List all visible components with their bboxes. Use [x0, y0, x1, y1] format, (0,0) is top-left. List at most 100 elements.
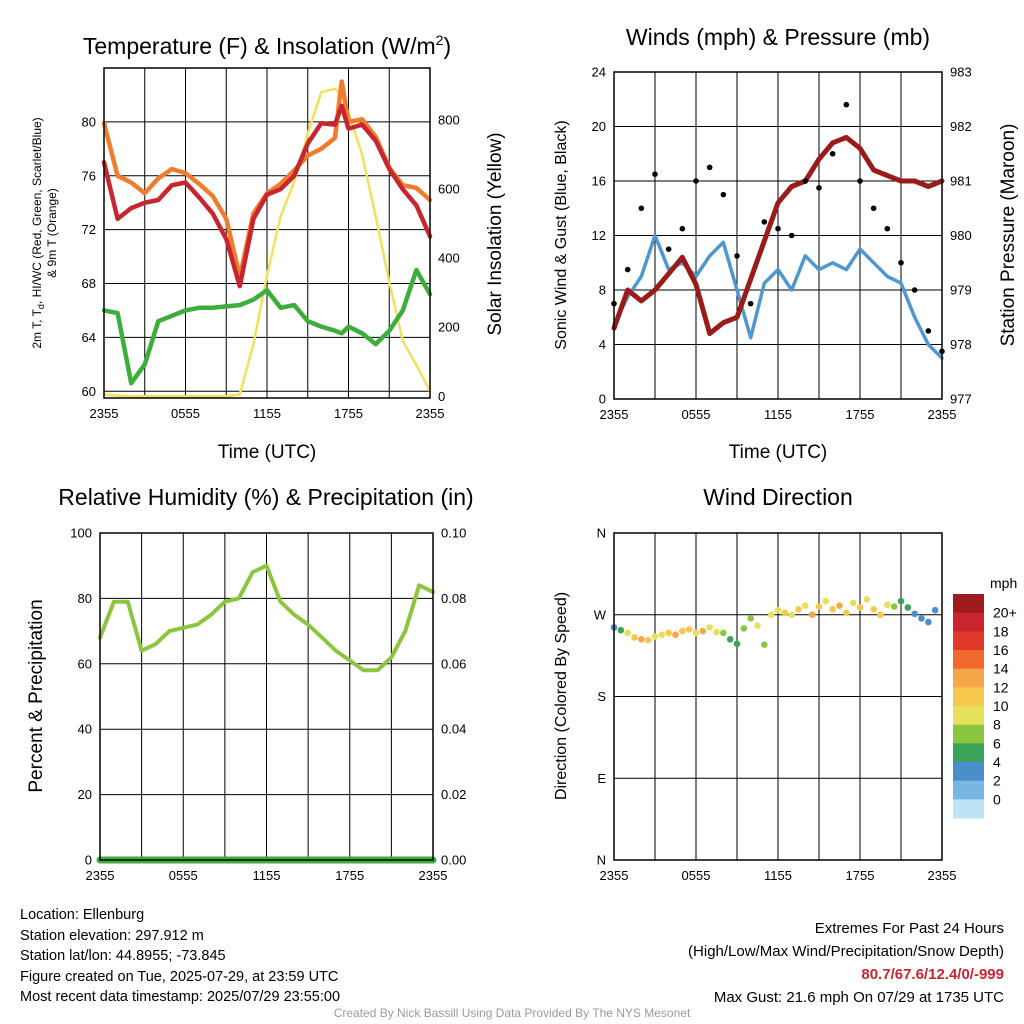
direction-point	[829, 606, 836, 613]
dir-grid	[614, 532, 942, 861]
rh-ylabel: Percent & Precipitation	[26, 599, 47, 792]
colorbar-swatch	[953, 799, 984, 819]
colorbar-swatch	[953, 762, 984, 782]
gust-point	[802, 178, 809, 184]
direction-point	[795, 606, 802, 613]
y-tick-label: W	[594, 607, 607, 622]
wind-ylabel: Sonic Wind & Gust (Blue, Black)	[553, 120, 570, 349]
x-tick-label: 2355	[600, 407, 629, 422]
x-tick-label: 2355	[928, 407, 957, 422]
direction-point	[672, 631, 679, 639]
gust-point	[870, 205, 877, 212]
gust-point	[734, 253, 740, 259]
y-tick-label: 0	[599, 392, 606, 407]
y2-tick-label: 200	[438, 320, 460, 335]
y2-tick-label: 979	[950, 283, 972, 298]
y-tick-label: 0	[85, 853, 92, 868]
gust-point	[829, 150, 836, 157]
y2-tick-label: 980	[950, 228, 972, 243]
colorbar-label: 8	[993, 717, 1001, 733]
y-tick-label: 80	[78, 591, 92, 606]
gust-point	[638, 205, 645, 212]
dir-title: Wind Direction	[703, 484, 853, 510]
gust-point	[857, 178, 863, 184]
y-tick-label: 76	[82, 168, 96, 183]
direction-point	[658, 631, 666, 639]
y2-tick-label: 0.00	[441, 853, 466, 868]
temp-ylabel-line1: 2m T, Td, HI/WC (Red, Green, Scarlet/Blu…	[30, 117, 46, 348]
direction-point	[849, 599, 857, 607]
y-tick-label: 4	[599, 337, 606, 352]
temp-xlabel: Time (UTC)	[218, 442, 317, 463]
direction-point	[720, 629, 727, 637]
y-tick-label: 24	[592, 65, 606, 80]
extremes-subtitle: (High/Low/Max Wind/Precipitation/Snow De…	[688, 943, 1004, 960]
max-gust-text: Max Gust: 21.6 mph On 07/29 at 1735 UTC	[713, 989, 1004, 1006]
gust-point	[843, 101, 850, 108]
credit-text: Created By Nick Bassill Using Data Provi…	[333, 1006, 691, 1020]
y2-tick-label: 978	[950, 337, 972, 352]
gust-point	[911, 287, 918, 293]
direction-point	[808, 611, 816, 619]
colorbar-swatch	[953, 631, 984, 651]
x-tick-label: 1755	[335, 868, 364, 883]
direction-point	[644, 636, 652, 644]
direction-point	[740, 625, 748, 632]
y2-tick-label: 0.08	[441, 591, 466, 606]
extremes-values: 80.7/67.6/12.4/0/-999	[861, 966, 1004, 983]
humidity-line	[98, 563, 435, 673]
colorbar-label: 16	[993, 642, 1009, 658]
y-tick-label: 80	[82, 114, 96, 129]
colorbar: 20+ 18 16 14 12 10 8 6 4 2 0	[953, 594, 1017, 819]
colorbar-swatch	[953, 594, 984, 614]
direction-point	[747, 615, 754, 622]
rh-panel: Relative Humidity (%) & Precipitation (i…	[26, 484, 474, 883]
direction-point	[617, 626, 625, 634]
direction-point	[856, 604, 864, 611]
direction-point	[931, 606, 939, 614]
insolation-line	[102, 87, 432, 398]
x-tick-label: 1755	[334, 406, 363, 421]
rh-ticks: 2355 0555 1155 1755 23550204060801000.000.02…	[70, 526, 466, 884]
x-tick-label: 2355	[86, 868, 115, 883]
y2-tick-label: 0	[438, 389, 445, 404]
station-info: Location: Ellenburg Station elevation: 2…	[20, 905, 340, 1008]
temp-panel: Temperature (F) & Insolation (W/m2) 2355…	[30, 32, 506, 463]
gust-point	[898, 259, 904, 266]
gust-point	[652, 171, 658, 177]
direction-point	[638, 635, 645, 643]
direction-point	[774, 606, 782, 614]
y2-tick-label: 400	[438, 251, 460, 266]
temperature-line	[101, 103, 433, 289]
rh-grid	[100, 532, 433, 861]
direction-point	[685, 625, 693, 633]
gust-point	[693, 178, 699, 184]
wind-series	[611, 101, 945, 360]
extremes-title: Extremes For Past 24 Hours	[814, 920, 1004, 937]
x-tick-label: 1755	[846, 868, 875, 883]
wind-grid	[614, 71, 942, 400]
latlon-text: Station lat/lon: 44.8955; -73.845	[20, 948, 226, 964]
y2-tick-label: 0.04	[441, 722, 466, 737]
y2-tick-label: 983	[950, 65, 972, 80]
colorbar-swatch	[953, 612, 984, 632]
x-tick-label: 0555	[682, 407, 711, 422]
wind-frame	[613, 71, 943, 400]
colorbar-label: 6	[993, 735, 1001, 751]
recent-data-text: Most recent data timestamp: 2025/07/29 2…	[20, 989, 341, 1005]
x-tick-label: 1155	[253, 868, 281, 883]
x-tick-label: 2355	[928, 868, 957, 883]
direction-point	[726, 635, 734, 643]
direction-point	[870, 606, 877, 613]
colorbar-label: 2	[993, 773, 1001, 789]
colorbar-swatch	[953, 687, 984, 707]
gust-point	[761, 219, 768, 225]
wind-ticks: 2355 0555 1155 1755 235504812162024977978979…	[592, 65, 972, 423]
gust-point	[624, 266, 631, 273]
direction-point	[897, 597, 905, 605]
y-tick-label: N	[597, 526, 606, 541]
wind-xlabel: Time (UTC)	[729, 442, 828, 463]
colorbar-swatch	[953, 706, 984, 726]
direction-point	[624, 629, 631, 637]
